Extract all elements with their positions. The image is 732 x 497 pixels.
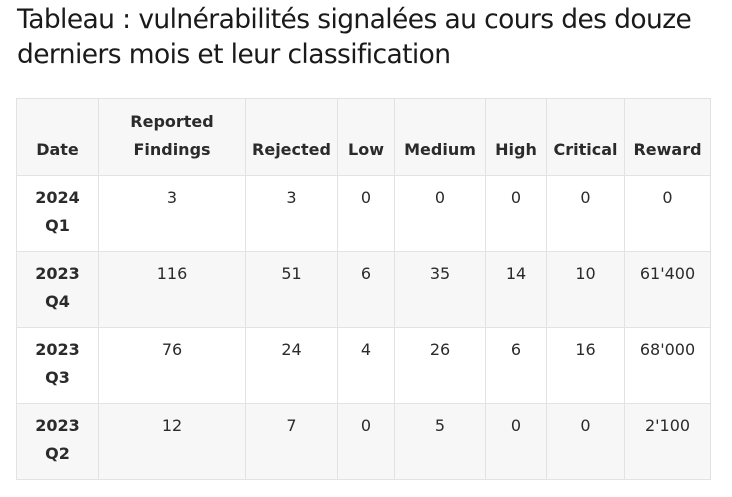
column-header-reward: Reward [624, 98, 711, 176]
high-cell: 14 [485, 251, 547, 328]
critical-cell: 0 [546, 403, 625, 480]
reported-findings-cell: 116 [98, 251, 246, 328]
column-header-date: Date [16, 98, 99, 176]
rejected-cell: 24 [245, 327, 338, 404]
date-cell: 2024 Q1 [16, 175, 99, 252]
medium-cell: 5 [394, 403, 486, 480]
reward-cell: 68'000 [624, 327, 711, 404]
column-header-medium: Medium [394, 98, 486, 176]
reward-cell: 2'100 [624, 403, 711, 480]
medium-cell: 35 [394, 251, 486, 328]
critical-cell: 16 [546, 327, 625, 404]
high-cell: 0 [485, 403, 547, 480]
column-header-low: Low [337, 98, 395, 176]
rejected-cell: 51 [245, 251, 338, 328]
table-row: 2023 Q2 12 7 0 5 0 0 2'100 [16, 403, 711, 480]
reported-findings-cell: 76 [98, 327, 246, 404]
high-cell: 0 [485, 175, 547, 252]
critical-cell: 10 [546, 251, 625, 328]
low-cell: 0 [337, 175, 395, 252]
date-cell: 2023 Q2 [16, 403, 99, 480]
table-header-row: Date Reported Findings Rejected Low Medi… [16, 98, 711, 176]
reported-findings-cell: 12 [98, 403, 246, 480]
date-cell: 2023 Q4 [16, 251, 99, 328]
date-cell: 2023 Q3 [16, 327, 99, 404]
rejected-cell: 7 [245, 403, 338, 480]
vulnerability-table: Date Reported Findings Rejected Low Medi… [16, 98, 711, 480]
medium-cell: 26 [394, 327, 486, 404]
table-row: 2023 Q4 116 51 6 35 14 10 61'400 [16, 251, 711, 328]
table-row: 2024 Q1 3 3 0 0 0 0 0 [16, 175, 711, 252]
reward-cell: 61'400 [624, 251, 711, 328]
low-cell: 4 [337, 327, 395, 404]
column-header-reported-findings: Reported Findings [98, 98, 246, 176]
reported-findings-cell: 3 [98, 175, 246, 252]
reward-cell: 0 [624, 175, 711, 252]
column-header-critical: Critical [546, 98, 625, 176]
table-row: 2023 Q3 76 24 4 26 6 16 68'000 [16, 327, 711, 404]
low-cell: 0 [337, 403, 395, 480]
column-header-high: High [485, 98, 547, 176]
column-header-rejected: Rejected [245, 98, 338, 176]
medium-cell: 0 [394, 175, 486, 252]
page-title: Tableau : vulnérabilités signalées au co… [17, 4, 692, 70]
rejected-cell: 3 [245, 175, 338, 252]
high-cell: 6 [485, 327, 547, 404]
critical-cell: 0 [546, 175, 625, 252]
low-cell: 6 [337, 251, 395, 328]
